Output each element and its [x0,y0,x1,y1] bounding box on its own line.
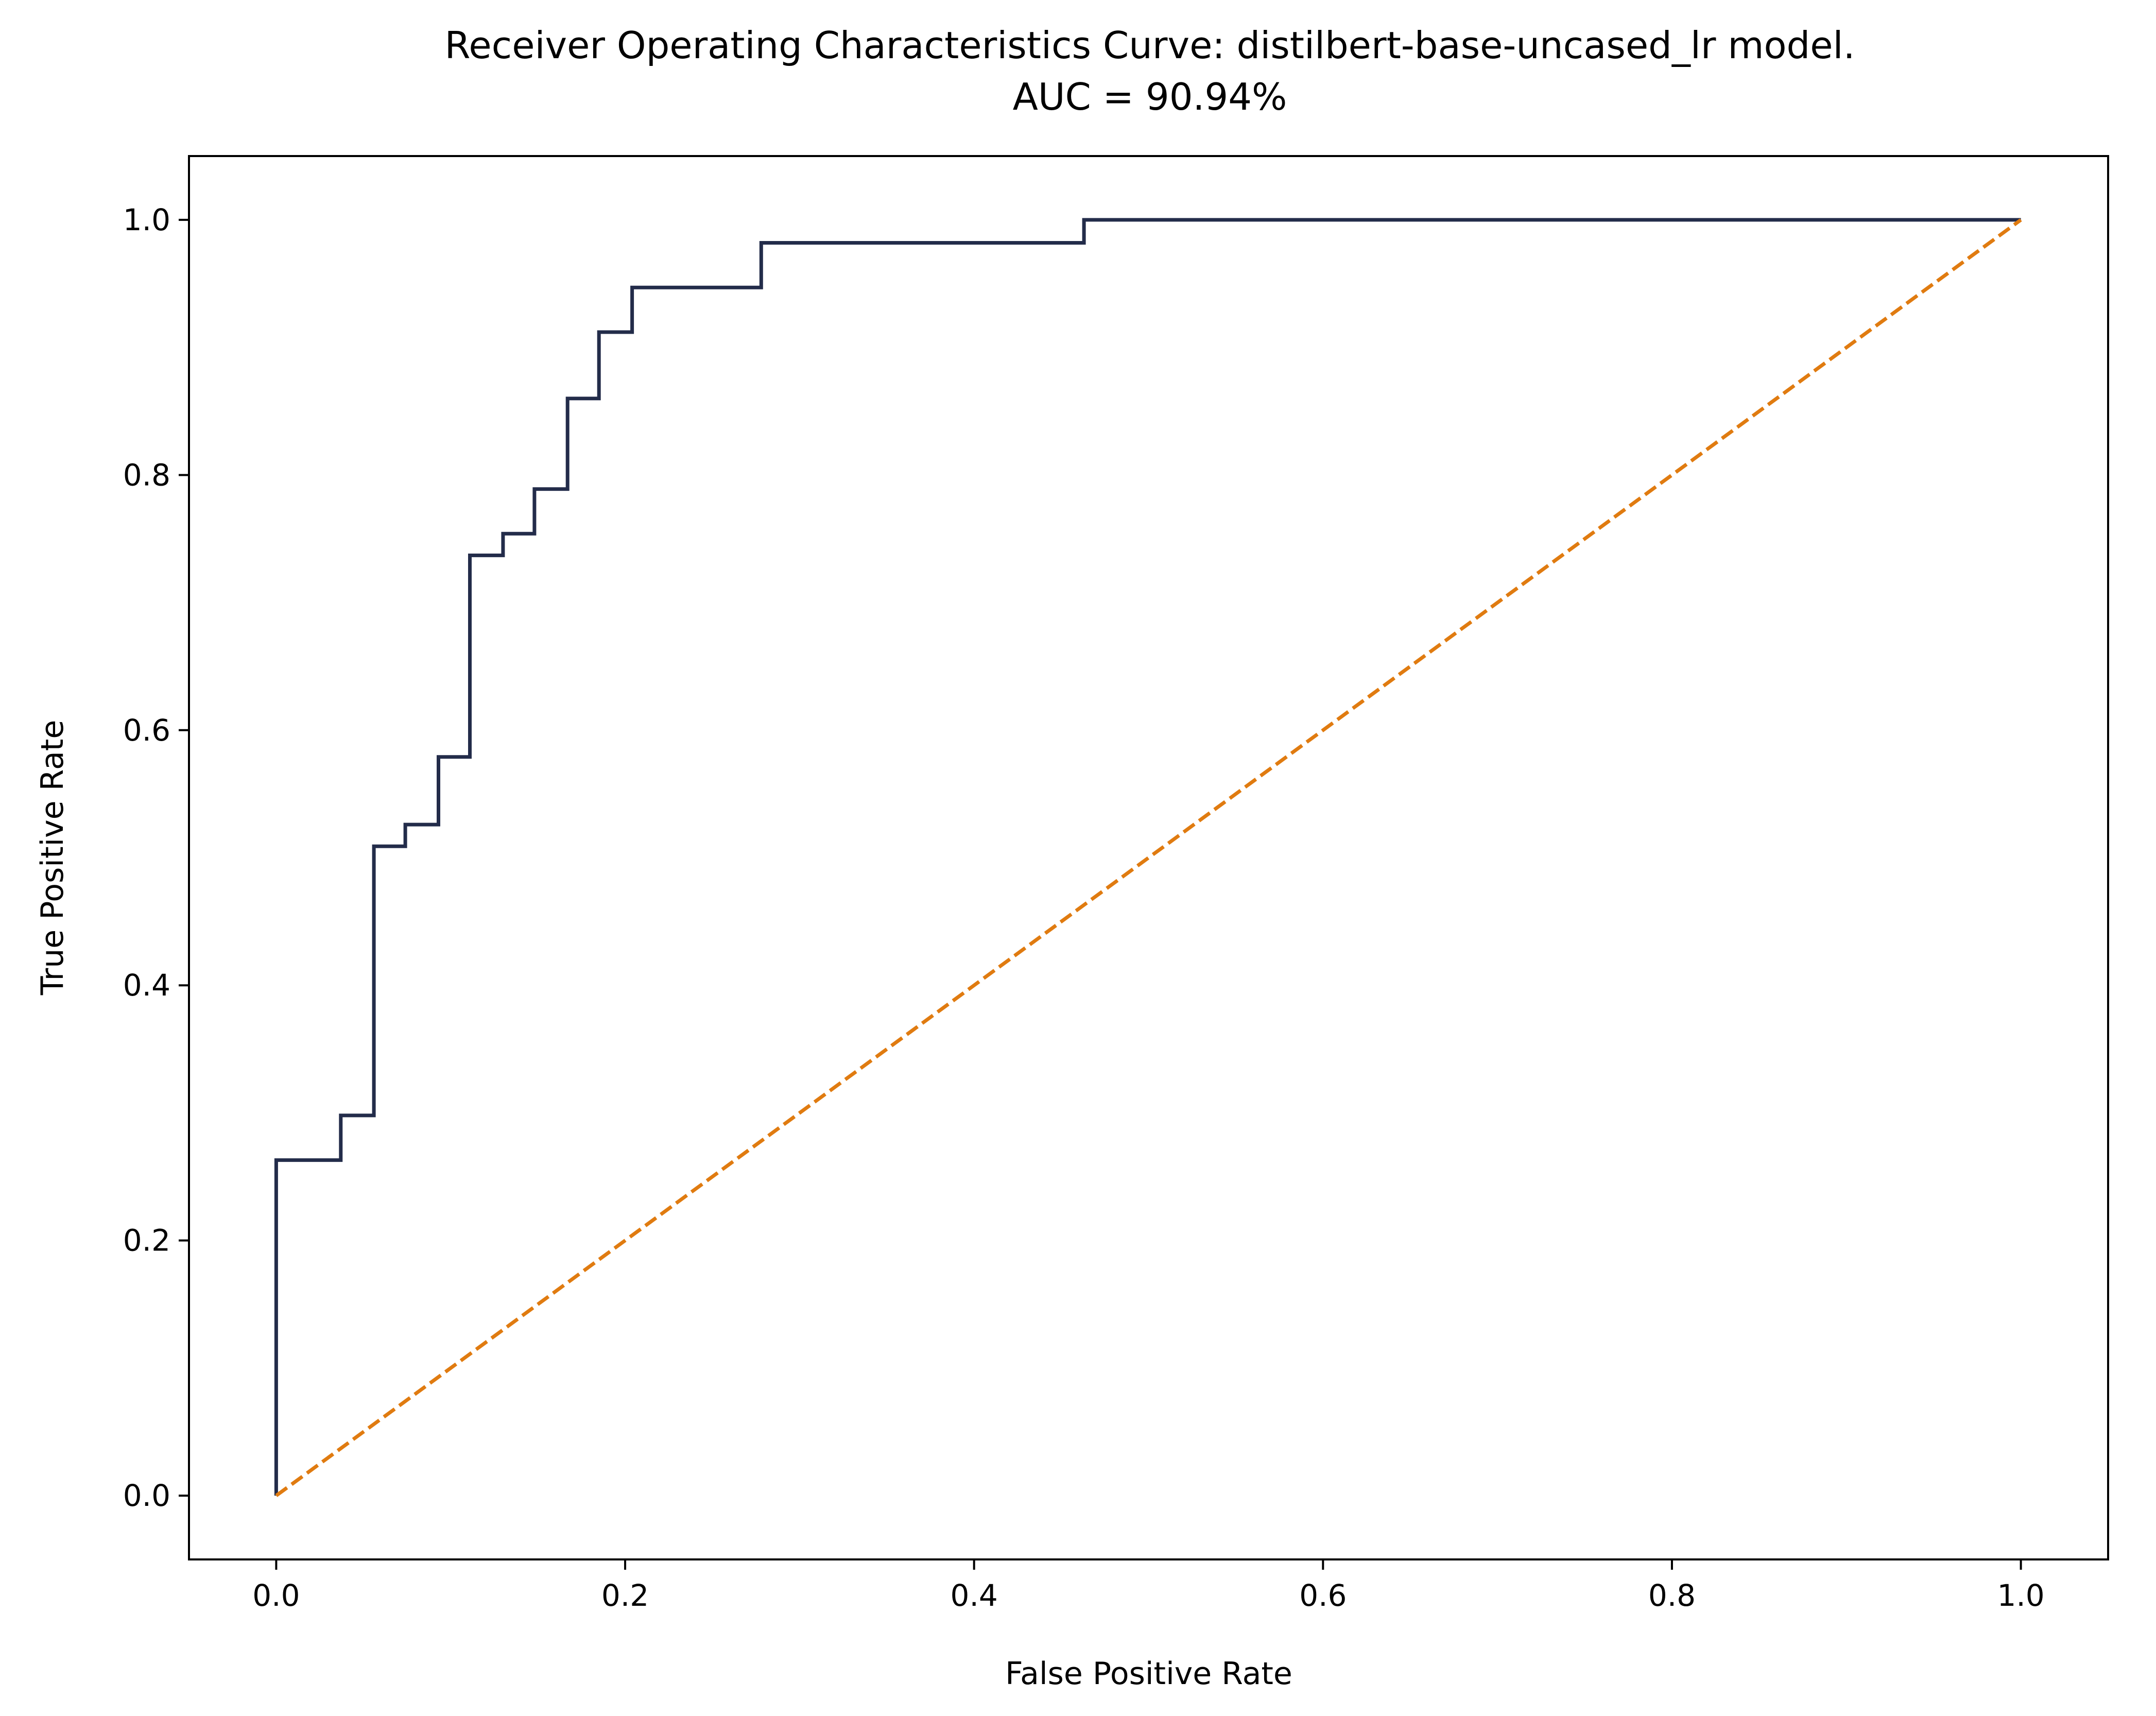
chart-title: Receiver Operating Characteristics Curve… [445,24,1855,67]
y-axis: 0.0 0.2 0.4 0.6 0.8 1.0 [123,202,189,1513]
x-axis-label: False Positive Rate [1005,1656,1292,1692]
x-tick-label: 0.0 [252,1578,300,1613]
y-tick-label: 0.8 [123,457,170,492]
roc-curve-line [274,218,2021,1496]
x-tick-label: 0.6 [1299,1578,1347,1613]
y-tick-label: 1.0 [123,202,170,237]
y-tick-label: 0.4 [123,968,170,1003]
plot-frame [188,155,2109,1560]
chance-diagonal-line [275,218,2022,1497]
x-tick-label: 0.8 [1648,1578,1696,1613]
chart-subtitle: AUC = 90.94% [1013,75,1287,118]
y-axis-label: True Positive Rate [35,720,71,996]
plot-area [188,155,2109,1560]
x-tick-label: 0.2 [601,1578,649,1613]
y-tick-label: 0.6 [123,713,170,748]
y-tick-label: 0.2 [123,1223,170,1258]
x-tick-label: 0.4 [951,1578,998,1613]
series-layer [274,218,2022,1497]
y-tick-label: 0.0 [123,1478,170,1513]
x-axis: 0.0 0.2 0.4 0.6 0.8 1.0 [252,1559,2045,1613]
x-tick-label: 1.0 [1997,1578,2044,1613]
